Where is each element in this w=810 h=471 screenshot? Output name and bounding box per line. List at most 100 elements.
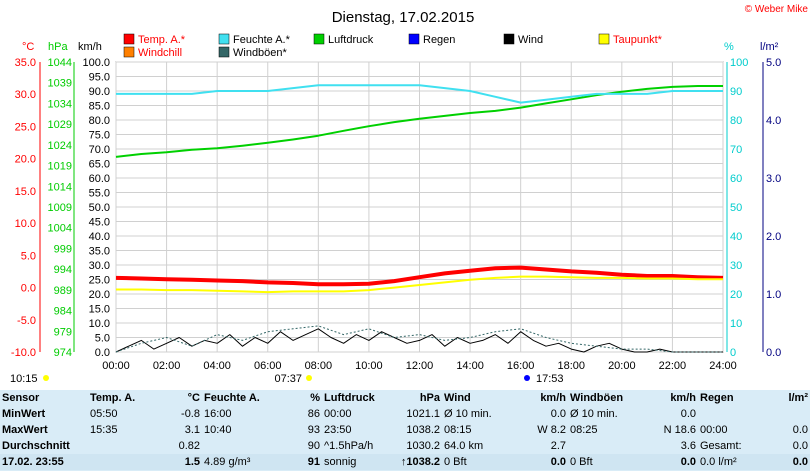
- y-tick-kmh: 40.0: [89, 231, 110, 243]
- y-tick-kmh: 85.0: [89, 101, 110, 113]
- table-cell: 0.82: [178, 440, 200, 452]
- table-cell: ^1.5hPa/h: [324, 440, 374, 452]
- legend-swatch: [503, 33, 515, 45]
- x-tick-label: 00:00: [102, 360, 130, 372]
- chart-title: Dienstag, 17.02.2015: [332, 9, 475, 26]
- table-header-row: Sensor Temp. A. °C Feuchte A.% Luftdruck hPa W…: [0, 390, 810, 406]
- legend-swatch: [313, 33, 325, 45]
- y-tick-rain: 0.0: [766, 347, 781, 359]
- table-cell: Sensor: [2, 392, 40, 404]
- sunrise-label: 07:37: [274, 373, 302, 385]
- table-cell: 90: [307, 440, 320, 452]
- y-tick-kmh: 20.0: [89, 289, 110, 301]
- y-tick-rain: 2.0: [766, 231, 781, 243]
- table-cell: 00:00: [324, 408, 352, 420]
- x-tick-label: 12:00: [406, 360, 434, 372]
- table-cell: 23:50: [324, 424, 352, 436]
- legend-label: Windchill: [138, 47, 182, 59]
- table-cell: hPa: [419, 392, 440, 404]
- y-tick-pct: 90: [730, 86, 742, 98]
- unit-pct-label: %: [724, 41, 734, 53]
- legend-label: Wind: [518, 34, 543, 46]
- plot-area: [115, 61, 724, 353]
- table-cell: 86: [307, 408, 320, 420]
- table-cell: %: [310, 392, 320, 404]
- y-tick-temp: 20.0: [15, 154, 36, 166]
- table-cell: 91: [290, 454, 322, 470]
- y-tick-hpa: 974: [54, 347, 72, 359]
- table-row: Durchschnitt 0.82 90 ^1.5hPa/h 1030.2 64.0 km…: [0, 438, 810, 454]
- table-cell: 0.0: [792, 440, 808, 452]
- table-cell: Wind: [444, 392, 471, 404]
- legend-label: Taupunkt*: [613, 34, 663, 46]
- legend-swatch: [598, 33, 610, 45]
- y-tick-hpa: 1004: [48, 223, 72, 235]
- y-tick-kmh: 30.0: [89, 260, 110, 272]
- table-row: 17.02. 23:55 1.5 4.89 g/m³ 91 sonnig ↑1038.2 0…: [0, 454, 810, 470]
- table-cell: 64.0 km: [444, 440, 484, 452]
- y-tick-temp: 5.0: [21, 250, 36, 262]
- table-cell: 3.6: [680, 440, 696, 452]
- x-tick-label: 10:00: [355, 360, 383, 372]
- legend-label: Luftdruck: [328, 34, 374, 46]
- table-cell: 2.7: [550, 440, 566, 452]
- y-tick-pct: 100: [730, 57, 748, 69]
- legend-swatch: [123, 33, 135, 45]
- table-cell: N 18.6: [663, 424, 696, 436]
- table-cell: 0.0: [792, 424, 808, 436]
- copyright-label: © Weber Mike: [745, 4, 809, 15]
- series-line: [115, 265, 724, 287]
- unit-hpa-label: hPa: [48, 41, 68, 53]
- y-tick-rain: 4.0: [766, 115, 781, 127]
- table-cell: Feuchte A.: [204, 392, 260, 404]
- y-tick-hpa: 994: [54, 264, 72, 276]
- y-tick-pct: 60: [730, 173, 742, 185]
- y-tick-pct: 20: [730, 289, 742, 301]
- table-cell: 1038.2: [406, 424, 440, 436]
- y-tick-hpa: 989: [54, 285, 72, 297]
- table-cell: MaxWert: [2, 424, 48, 436]
- x-tick-label: 20:00: [608, 360, 636, 372]
- y-tick-kmh: 90.0: [89, 86, 110, 98]
- table-cell: km/h: [670, 392, 696, 404]
- legend-label: Windböen*: [233, 47, 288, 59]
- table-cell: sonnig: [322, 454, 394, 470]
- y-tick-hpa: 1044: [48, 57, 72, 69]
- sun-icon: [306, 375, 312, 381]
- y-tick-temp: 10.0: [15, 218, 36, 230]
- table-cell: 0.0 l/m²: [698, 454, 778, 470]
- x-tick-label: 16:00: [507, 360, 535, 372]
- y-tick-pct: 80: [730, 115, 742, 127]
- y-tick-temp: 0.0: [21, 283, 36, 295]
- y-tick-hpa: 1014: [48, 181, 72, 193]
- chart-legend: Temp. A.* Feuchte A.* Luftdruck Regen Wind Ta…: [123, 33, 663, 59]
- table-cell: 3.1: [184, 424, 200, 436]
- y-tick-kmh: 15.0: [89, 304, 110, 316]
- table-cell: Durchschnitt: [2, 440, 70, 452]
- moon-icon: [524, 375, 530, 381]
- y-tick-kmh: 25.0: [89, 275, 110, 287]
- y-tick-pct: 70: [730, 144, 742, 156]
- table-cell: MinWert: [2, 408, 46, 420]
- table-cell: 10:40: [204, 424, 232, 436]
- table-cell: 0.0: [550, 408, 566, 420]
- table-cell: -0.8: [181, 408, 200, 420]
- y-tick-hpa: 1019: [48, 161, 72, 173]
- y-tick-kmh: 35.0: [89, 246, 110, 258]
- x-tick-label: 04:00: [203, 360, 231, 372]
- x-tick-label: 02:00: [153, 360, 181, 372]
- table-cell: km/h: [540, 392, 566, 404]
- y-axes: 35.0 30.0 25.0 20.0 15.0 10.0 5.0 0.0 -5.0 -10.0 1…: [11, 57, 781, 359]
- y-tick-hpa: 1009: [48, 202, 72, 214]
- table-cell: Temp. A.: [90, 392, 136, 404]
- table-cell: 00:00: [700, 424, 728, 436]
- table-cell: Windböen: [570, 392, 624, 404]
- y-tick-kmh: 45.0: [89, 217, 110, 229]
- y-tick-kmh: 80.0: [89, 115, 110, 127]
- unit-kmh-label: km/h: [78, 41, 102, 53]
- legend-swatch: [218, 33, 230, 45]
- y-tick-temp: 30.0: [15, 89, 36, 101]
- y-tick-pct: 0: [730, 347, 736, 359]
- table-cell: [568, 438, 646, 454]
